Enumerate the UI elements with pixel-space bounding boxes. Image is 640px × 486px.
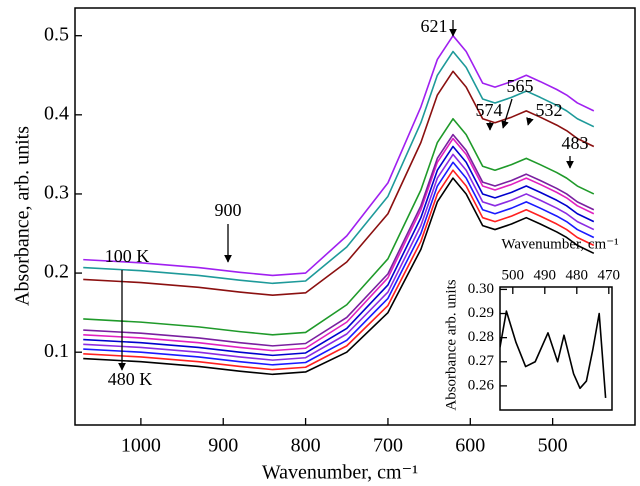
x-axis-label: Wavenumber, cm⁻¹: [262, 462, 418, 484]
annotation: 100 K: [105, 246, 150, 266]
data-line: [83, 145, 595, 357]
annotation: 565: [507, 76, 534, 96]
annotation: 480 K: [108, 369, 153, 389]
inset-x-label: Wavenumber, cm⁻¹: [501, 236, 618, 252]
data-line: [83, 70, 595, 297]
x-tick-label: 1000: [121, 435, 161, 457]
y-tick-label: 0.29: [468, 305, 494, 321]
data-line: [83, 133, 595, 347]
data-line: [83, 137, 595, 352]
plot-area: [500, 287, 612, 410]
x-tick-label: 500: [502, 267, 525, 283]
main-plot: 1000 900 800 700 600 500 0.1 0.2 0.3 0.4 0.5: [44, 7, 636, 457]
x-tick-label: 700: [373, 435, 403, 457]
inset-plot: 500 490 480 470 0.30 0.29 0.28 0.27 0.26 Wavenumb…: [443, 236, 621, 411]
x-tick-label: 480: [566, 267, 589, 283]
data-line: [83, 177, 595, 376]
y-tick-label: 0.1: [44, 340, 69, 362]
x-tick-label: 490: [534, 267, 557, 283]
x-tick-label: 500: [538, 435, 568, 457]
x-tick-label: 900: [208, 435, 238, 457]
data-line: [83, 50, 595, 285]
annotation: 483: [562, 133, 589, 153]
annotation: 900: [215, 200, 242, 220]
annotation-arrow: [526, 117, 534, 126]
plot-frame: [74, 7, 636, 426]
x-tick-label: 600: [455, 435, 485, 457]
annotation: 532: [536, 100, 563, 120]
y-tick-label: 0.4: [44, 102, 69, 124]
data-line: [83, 161, 595, 366]
data-line: [83, 117, 595, 336]
x-tick-label: 800: [291, 435, 321, 457]
y-tick-label: 0.28: [468, 329, 494, 345]
annotation: 621: [421, 16, 448, 36]
data-line: [83, 169, 595, 371]
data-line: [83, 153, 595, 361]
plot-frame: [499, 286, 613, 411]
y-tick-label: 0.26: [468, 377, 495, 393]
y-tick-label: 0.3: [44, 182, 69, 204]
y-tick-label: 0.30: [468, 281, 494, 297]
y-axis-label: Absorbance, arb. units: [12, 126, 34, 306]
y-tick-label: 0.27: [468, 353, 495, 369]
series-group: [500, 310, 607, 399]
y-tick-label: 0.2: [44, 261, 69, 283]
y-tick-label: 0.5: [44, 23, 69, 45]
annotation: 574: [476, 100, 503, 120]
data-line: [500, 310, 607, 399]
annotation-arrow: [501, 98, 513, 129]
inset-y-label: Absorbance arb. units: [443, 279, 459, 410]
x-tick-label: 470: [598, 267, 621, 283]
